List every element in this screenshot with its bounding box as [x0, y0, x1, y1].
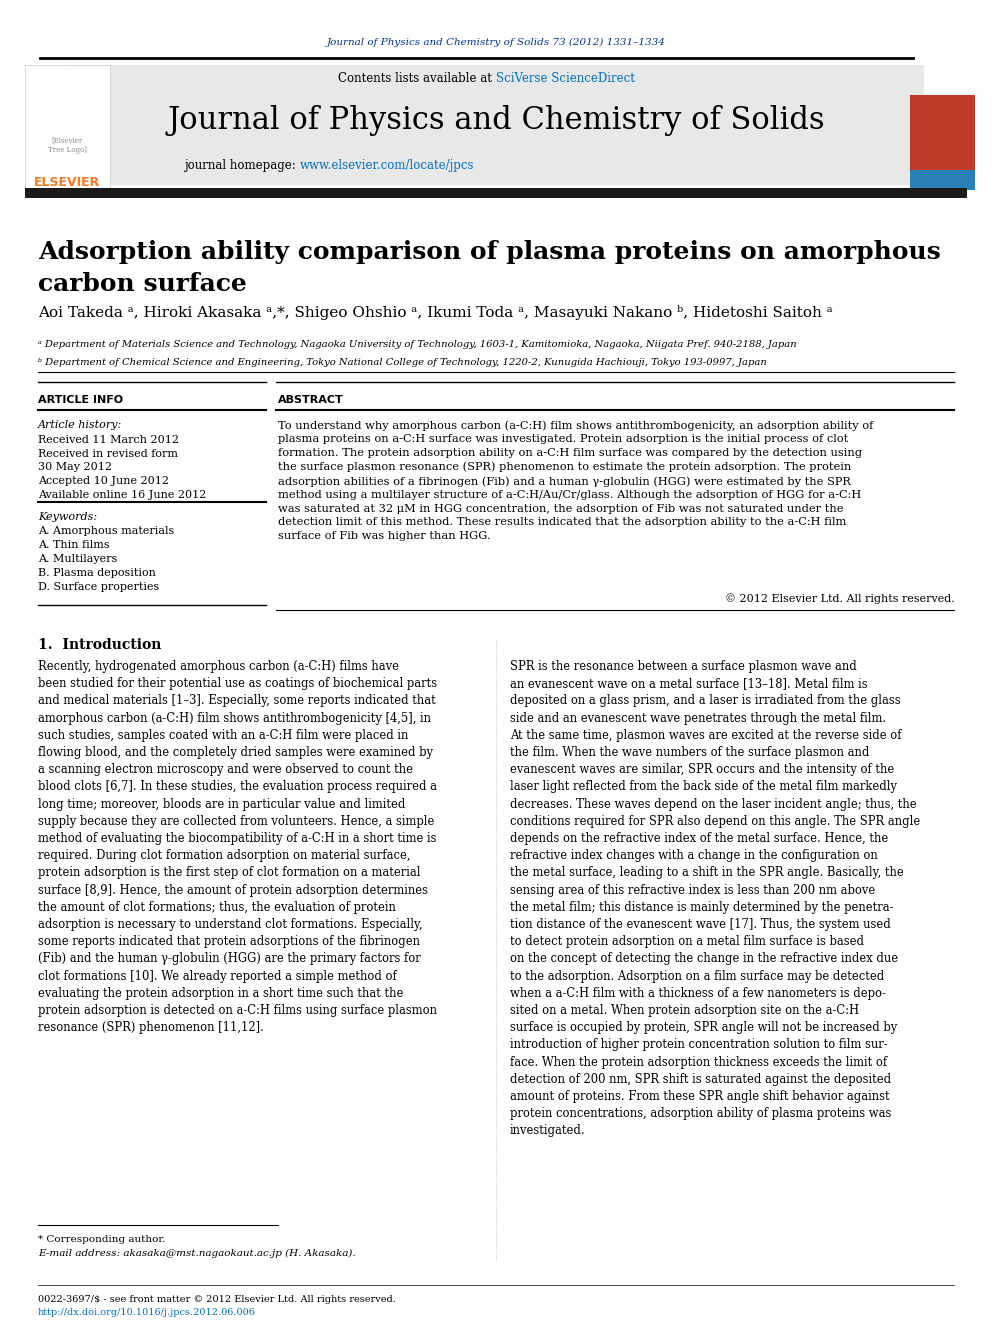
- Text: ARTICLE INFO: ARTICLE INFO: [38, 396, 123, 405]
- Text: Keywords:: Keywords:: [38, 512, 97, 523]
- Text: Received in revised form: Received in revised form: [38, 448, 178, 459]
- Text: Recently, hydrogenated amorphous carbon (a-C:H) films have
been studied for thei: Recently, hydrogenated amorphous carbon …: [38, 660, 437, 1035]
- Text: D. Surface properties: D. Surface properties: [38, 582, 160, 591]
- Text: [Elsevier
Tree Logo]: [Elsevier Tree Logo]: [48, 136, 86, 153]
- Text: Article history:: Article history:: [38, 419, 122, 430]
- Text: Aoi Takeda ᵃ, Hiroki Akasaka ᵃ,*, Shigeo Ohshio ᵃ, Ikumi Toda ᵃ, Masayuki Nakano: Aoi Takeda ᵃ, Hiroki Akasaka ᵃ,*, Shigeo…: [38, 306, 832, 320]
- Text: B. Plasma deposition: B. Plasma deposition: [38, 568, 156, 578]
- Text: ᵇ Department of Chemical Science and Engineering, Tokyo National College of Tech: ᵇ Department of Chemical Science and Eng…: [38, 359, 767, 366]
- Text: A. Amorphous materials: A. Amorphous materials: [38, 527, 175, 536]
- Text: Journal of Physics and Chemistry of Solids 73 (2012) 1331–1334: Journal of Physics and Chemistry of Soli…: [326, 37, 666, 46]
- Text: A. Multilayers: A. Multilayers: [38, 554, 117, 564]
- Text: Journal of Physics and Chemistry of Solids: Journal of Physics and Chemistry of Soli…: [168, 105, 824, 135]
- Text: www.elsevier.com/locate/jpcs: www.elsevier.com/locate/jpcs: [300, 159, 474, 172]
- Text: © 2012 Elsevier Ltd. All rights reserved.: © 2012 Elsevier Ltd. All rights reserved…: [725, 593, 955, 603]
- Text: 30 May 2012: 30 May 2012: [38, 462, 112, 472]
- Text: A. Thin films: A. Thin films: [38, 540, 110, 550]
- FancyBboxPatch shape: [25, 188, 967, 198]
- Text: Contents lists available at: Contents lists available at: [338, 71, 496, 85]
- Text: http://dx.doi.org/10.1016/j.jpcs.2012.06.006: http://dx.doi.org/10.1016/j.jpcs.2012.06…: [38, 1308, 256, 1316]
- Text: ᵃ Department of Materials Science and Technology, Nagaoka University of Technolo: ᵃ Department of Materials Science and Te…: [38, 340, 797, 349]
- FancyBboxPatch shape: [68, 65, 924, 185]
- Text: To understand why amorphous carbon (a-C:H) film shows antithrombogenicity, an ad: To understand why amorphous carbon (a-C:…: [278, 419, 873, 541]
- Text: 1.  Introduction: 1. Introduction: [38, 638, 162, 652]
- Text: * Corresponding author.: * Corresponding author.: [38, 1234, 166, 1244]
- FancyBboxPatch shape: [910, 169, 975, 191]
- Text: Received 11 March 2012: Received 11 March 2012: [38, 435, 179, 445]
- Text: E-mail address: akasaka@mst.nagaokaut.ac.jp (H. Akasaka).: E-mail address: akasaka@mst.nagaokaut.ac…: [38, 1249, 355, 1258]
- FancyBboxPatch shape: [25, 65, 110, 191]
- Text: ABSTRACT: ABSTRACT: [278, 396, 344, 405]
- Text: Available online 16 June 2012: Available online 16 June 2012: [38, 490, 206, 500]
- Text: journal homepage:: journal homepage:: [185, 159, 300, 172]
- Text: SPR is the resonance between a surface plasmon wave and
an evanescent wave on a : SPR is the resonance between a surface p…: [510, 660, 921, 1138]
- Text: ELSEVIER: ELSEVIER: [34, 176, 100, 188]
- Text: SciVerse ScienceDirect: SciVerse ScienceDirect: [496, 71, 635, 85]
- Text: 0022-3697/$ - see front matter © 2012 Elsevier Ltd. All rights reserved.: 0022-3697/$ - see front matter © 2012 El…: [38, 1295, 396, 1304]
- Text: Accepted 10 June 2012: Accepted 10 June 2012: [38, 476, 169, 486]
- Text: Adsorption ability comparison of plasma proteins on amorphous
carbon surface: Adsorption ability comparison of plasma …: [38, 239, 940, 295]
- FancyBboxPatch shape: [910, 95, 975, 169]
